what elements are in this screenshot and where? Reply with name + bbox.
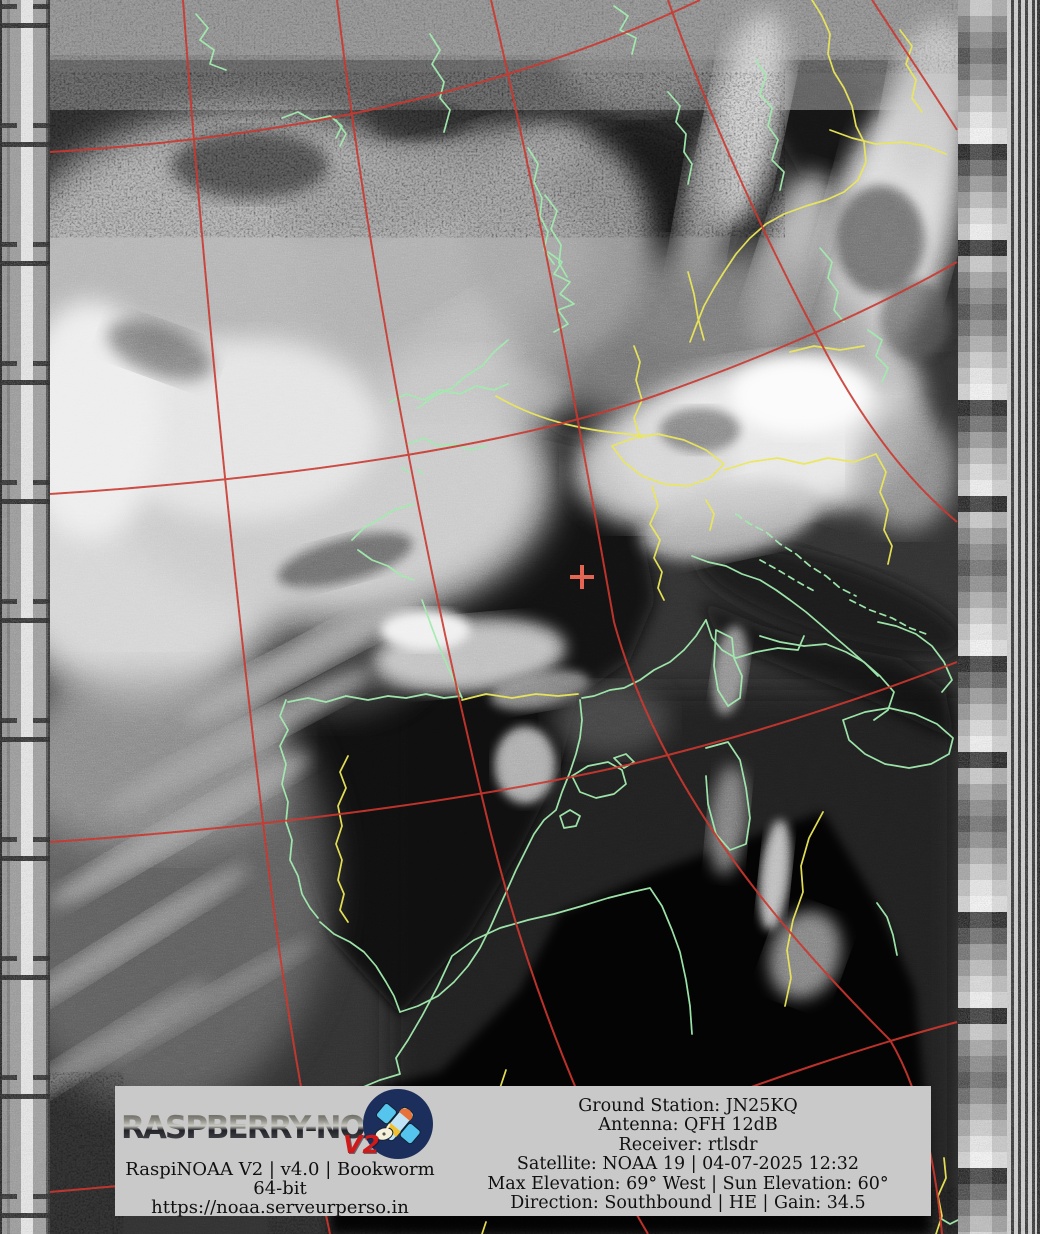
software-version-text: RaspiNOAA V2 | v4.0 | Bookworm 64-bit <box>125 1159 435 1199</box>
map-layers <box>50 0 958 1234</box>
elevation-line: Max Elevation: 69° West | Sun Elevation:… <box>487 1173 889 1194</box>
ground-station-line: Ground Station: JN25KQ <box>578 1096 798 1116</box>
apt-sync-band-right <box>1007 0 1040 1234</box>
logo-version-badge: V2 <box>343 1130 380 1159</box>
branding-column: RASPBERRY-NOAA V2 <box>115 1086 445 1218</box>
receiver-line: Receiver: rtlsdr <box>618 1134 758 1155</box>
apt-sync-band-left <box>0 0 50 1234</box>
graticule-overlay <box>50 0 958 1234</box>
raspberry-noaa-logo: RASPBERRY-NOAA V2 <box>115 1086 445 1159</box>
antenna-line: Antenna: QFH 12dB <box>598 1115 778 1136</box>
pass-info-column: Ground Station: JN25KQ Antenna: QFH 12dB… <box>445 1086 931 1216</box>
coastlines-overlay <box>195 5 958 1225</box>
apt-telemetry-wedges <box>958 0 1007 1234</box>
station-cross-marker <box>570 565 594 589</box>
info-bar: RASPBERRY-NOAA V2 <box>115 1086 931 1218</box>
borders-overlay <box>335 0 947 1234</box>
station-url: https://noaa.serveurperso.in <box>151 1197 409 1218</box>
satellite-line: Satellite: NOAA 19 | 04-07-2025 12:32 <box>516 1154 860 1175</box>
direction-line: Direction: Southbound | HE | Gain: 34.5 <box>510 1193 866 1214</box>
